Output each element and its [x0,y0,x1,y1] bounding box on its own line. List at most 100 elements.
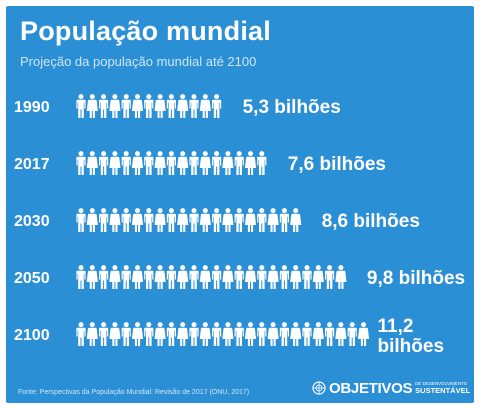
person-woman-icon [290,265,302,289]
person-man-icon [279,265,289,289]
person-man-icon [302,265,312,289]
person-woman-icon [244,265,257,289]
person-man-icon [325,322,335,346]
person-woman-icon [86,94,98,118]
person-man-icon [302,322,312,346]
person-woman-icon [199,265,211,289]
person-woman-icon [222,208,234,232]
person-woman-icon [290,322,302,346]
person-man-icon [257,151,267,175]
person-woman-icon [244,208,257,232]
person-man-icon [279,208,289,232]
value-label: 8,6 bilhões [322,211,420,232]
sdg-logo: OBJETIVOS DE DESENVOLVIMENTO SUSTENTÁVEL [312,378,470,398]
person-woman-icon [177,151,189,175]
chart-title: População mundial [20,16,271,46]
logo-word: OBJETIVOS [329,379,413,397]
value-label-number: 11,2 [378,316,414,337]
person-man-icon [257,265,267,289]
person-woman-icon [86,208,98,232]
person-woman-icon [335,322,347,346]
value-label: 5,3 bilhões [243,97,341,118]
chart-subtitle: Projeção da população mundial até 2100 [20,54,257,69]
person-woman-icon [154,322,166,346]
person-man-icon [212,322,222,346]
person-man-icon [76,322,86,346]
person-woman-icon [335,265,347,289]
year-label: 2050 [14,270,50,287]
person-man-icon [144,94,154,118]
person-man-icon [76,265,86,289]
chart-row-2017: 2017 7,6 bilhões [14,151,386,175]
person-woman-icon [199,208,211,232]
person-man-icon [234,151,244,175]
person-man-icon [99,208,109,232]
person-man-icon [166,265,176,289]
person-man-icon [76,208,86,232]
person-man-icon [121,265,131,289]
person-man-icon [189,322,199,346]
person-man-icon [166,151,176,175]
person-man-icon [257,322,267,346]
person-woman-icon [131,208,144,232]
person-woman-icon [290,208,302,232]
person-woman-icon [222,322,234,346]
person-man-icon [234,265,244,289]
person-man-icon [189,151,199,175]
person-woman-icon [267,322,279,346]
person-woman-icon [131,94,144,118]
person-woman-icon [109,265,121,289]
source-note: Fonte: Perspectivas da População Mundial… [18,389,250,396]
person-woman-icon [177,265,189,289]
person-man-icon [166,94,176,118]
year-label: 2017 [14,156,50,173]
person-man-icon [257,208,267,232]
person-woman-icon [312,322,324,346]
person-man-icon [234,208,244,232]
person-woman-icon [154,94,166,118]
person-woman-icon [131,265,144,289]
person-man-icon [144,265,154,289]
person-woman-icon [86,265,98,289]
person-man-icon [234,322,244,346]
year-label: 2030 [14,213,50,230]
person-man-icon [212,208,222,232]
person-woman-icon [154,151,166,175]
person-man-icon [76,94,86,118]
value-label: 9,8 bilhões [367,268,465,289]
person-man-icon [189,208,199,232]
person-woman-icon [177,208,189,232]
person-man-icon [189,94,199,118]
person-woman-icon [109,94,121,118]
person-man-icon [99,151,109,175]
person-woman-icon [357,322,370,346]
person-man-icon [144,322,154,346]
person-woman-icon [131,322,144,346]
person-woman-icon [154,208,166,232]
logo-side: DE DESENVOLVIMENTO SUSTENTÁVEL [415,381,470,394]
year-label: 2100 [14,327,50,344]
person-man-icon [121,322,131,346]
person-man-icon [212,94,222,118]
person-man-icon [166,322,176,346]
person-man-icon [99,94,109,118]
person-woman-icon [312,265,324,289]
logo-small: DE DESENVOLVIMENTO [415,381,468,386]
person-woman-icon [109,208,121,232]
value-label-unit: bilhões [378,336,445,357]
person-woman-icon [222,151,234,175]
person-woman-icon [199,322,211,346]
infographic-card: População mundial Projeção da população … [6,6,474,403]
person-man-icon [121,208,131,232]
person-woman-icon [131,151,144,175]
person-man-icon [189,265,199,289]
person-woman-icon [222,265,234,289]
person-man-icon [99,265,109,289]
person-woman-icon [244,322,257,346]
person-man-icon [166,208,176,232]
year-label: 1990 [14,99,50,116]
pictogram-chart: 1990 5,3 bilhões 2017 7,6 bilhões 2030 8,6 bi… [14,94,465,357]
person-woman-icon [86,151,98,175]
